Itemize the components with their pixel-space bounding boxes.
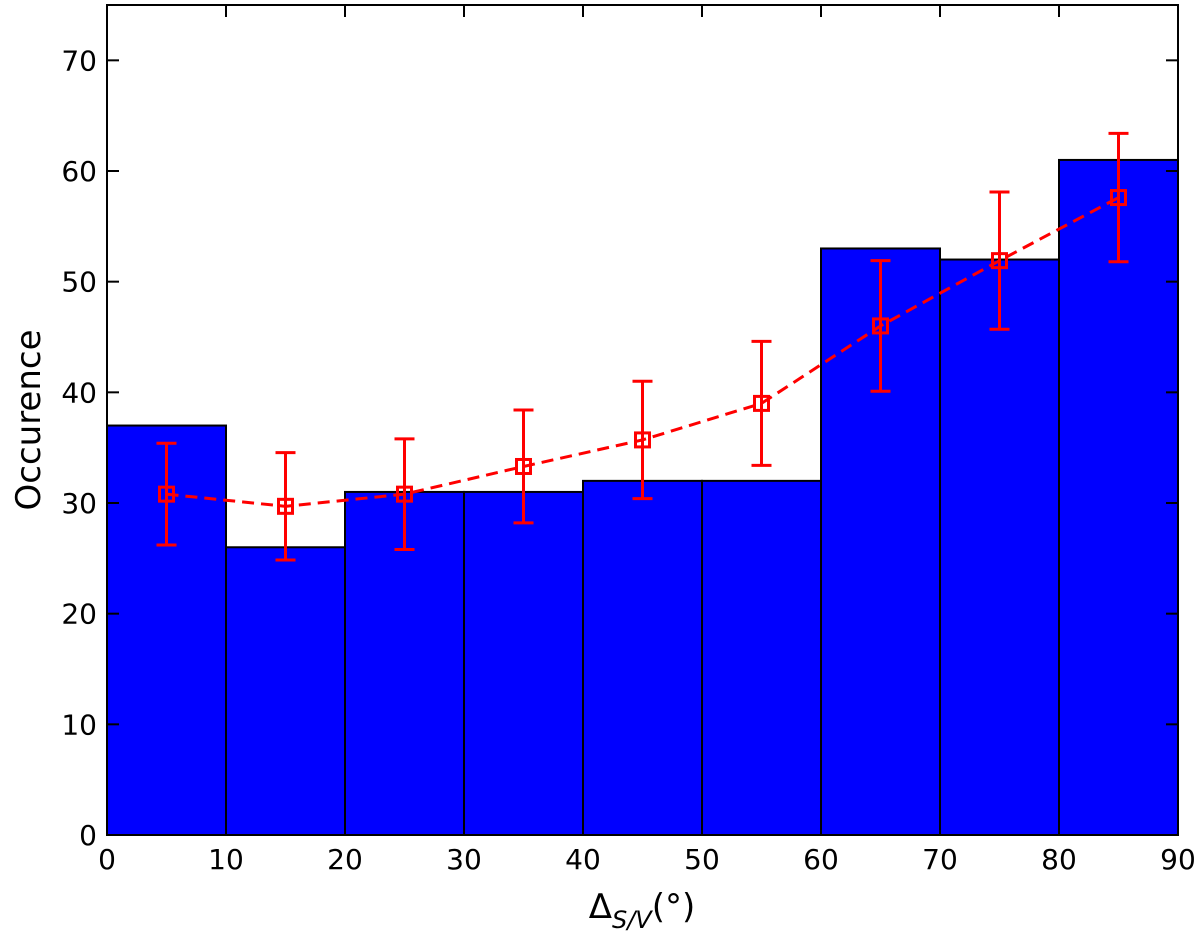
x-tick-label: 60 [803,843,839,876]
error-bar [989,190,1010,331]
error-bar [632,379,653,501]
x-label-subscript: S/V [612,906,653,934]
y-axis-label: Occurence [9,329,49,510]
marker [872,317,889,335]
x-axis-label: ΔS/V(°) [589,887,696,934]
error-bar [394,437,415,551]
x-tick-label: 50 [684,843,720,876]
error-bar [870,259,891,393]
bar [463,490,584,836]
y-tick-label: 30 [61,487,97,520]
y-tick-label: 70 [61,44,97,77]
x-tick-label: 10 [208,843,244,876]
marker [1110,189,1127,207]
y-tick-label: 0 [79,819,97,852]
error-bar [751,339,772,467]
y-tick-label: 60 [61,155,97,188]
y-tick-label: 20 [61,598,97,631]
marker [515,457,532,475]
marker [634,431,651,449]
bar [939,258,1060,836]
x-tick-label: 0 [98,843,116,876]
x-tick-label: 40 [565,843,601,876]
bar [225,546,346,836]
plot-frame [106,4,1179,836]
x-label-symbol: Δ [589,887,612,927]
marker [396,485,413,503]
x-tick-label: 70 [922,843,958,876]
error-bar [513,408,534,525]
x-tick-label: 90 [1160,843,1196,876]
bar [701,479,822,836]
x-label-unit: (°) [652,887,696,927]
y-tick-label: 50 [61,266,97,299]
x-tick-label: 30 [446,843,482,876]
marker [158,485,175,503]
error-bar [1108,131,1129,264]
bar [582,479,703,836]
x-tick-label: 20 [327,843,363,876]
marker [277,497,294,515]
marker [753,394,770,412]
x-tick-label: 80 [1041,843,1077,876]
y-tick-label: 40 [61,376,97,409]
error-bar [156,441,177,547]
marker [991,252,1008,270]
error-bar [275,451,296,562]
bar [1058,158,1179,836]
y-tick-label: 10 [61,708,97,741]
